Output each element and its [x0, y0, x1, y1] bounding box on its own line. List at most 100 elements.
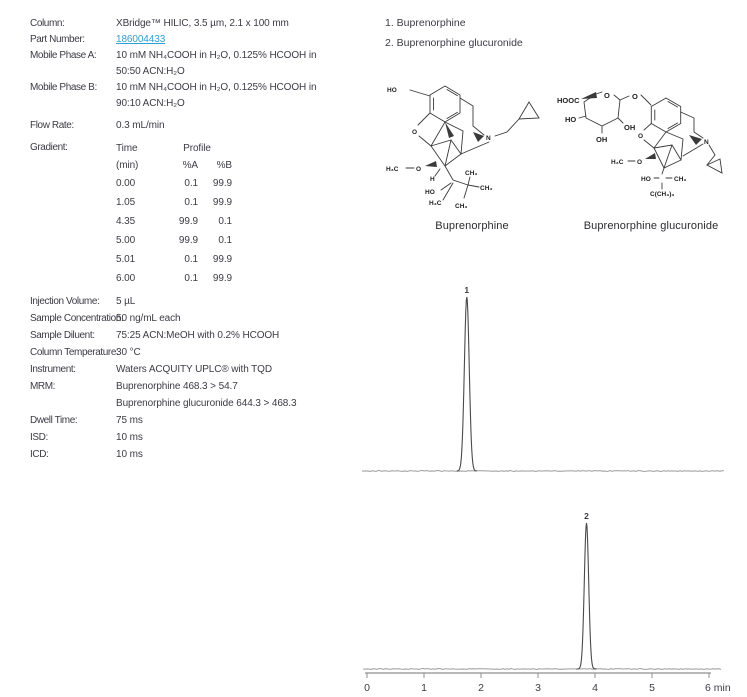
method-row-value: 0.3 mL/min: [116, 120, 165, 131]
structure-buprenorphine-glucuronide: HOOC O HO OH OH O O H₃C O N HO CH₃ C(CH₃…: [557, 91, 723, 198]
method-row-value: 10 mM NH₄COOH in H₂O, 0.125% HCOOH in: [116, 50, 317, 61]
method-row-label: Dwell Time:: [30, 415, 78, 426]
method-row-value: 50 ng/mL each: [116, 313, 181, 324]
atom-label: CH₃: [465, 170, 477, 177]
atom-label: OH: [624, 123, 635, 132]
baseline-trace: [361, 470, 725, 472]
method-row: Injection Volume: 5 µL: [30, 293, 376, 310]
x-tick-label: 1: [421, 682, 427, 694]
gradient-table-row: 6.00 0.1 99.9: [116, 269, 376, 288]
method-row-label: Part Number:: [30, 34, 85, 45]
part-number-link[interactable]: 186004433: [116, 34, 166, 45]
gradient-label: Gradient:: [30, 142, 68, 153]
gradient-table-row: 4.35 99.9 0.1: [116, 212, 376, 231]
atom-label: H₃C: [386, 166, 399, 173]
atom-label: O: [632, 92, 638, 101]
method-row: 90:10 ACN:H₂O: [30, 96, 376, 112]
peak-number-label: 2: [584, 511, 589, 521]
method-row: MRM: Buprenorphine 468.3 > 54.7: [30, 378, 376, 395]
method-rows-top: Column: XBridge™ HILIC, 3.5 µm, 2.1 x 10…: [30, 16, 376, 134]
method-row: Sample Diluent: 75:25 ACN:MeOH with 0.2%…: [30, 327, 376, 344]
method-row-label: ISD:: [30, 432, 48, 443]
method-row-label: ICD:: [30, 449, 49, 460]
atom-label: H: [430, 176, 435, 183]
x-tick-label: 4: [592, 682, 598, 694]
atom-label: HO: [387, 87, 397, 94]
method-row: ISD: 10 ms: [30, 429, 376, 446]
method-row-label: Mobile Phase B:: [30, 82, 97, 93]
gradient-table-row: 1.05 0.1 99.9: [116, 193, 376, 212]
method-row-label: [30, 96, 116, 112]
method-row: Buprenorphine glucuronide 644.3 > 468.3: [30, 395, 376, 412]
atom-label: HO: [425, 189, 435, 196]
method-row-value: 5 µL: [116, 296, 136, 307]
gradient-table-row: 5.01 0.1 99.9: [116, 250, 376, 269]
method-row-label: Flow Rate:: [30, 120, 74, 131]
gradient-subheader-row: (min) %A %B: [116, 157, 376, 174]
method-row: Column: XBridge™ HILIC, 3.5 µm, 2.1 x 10…: [30, 16, 376, 32]
gradient-cell: 0.1: [218, 216, 232, 227]
atom-label: C(CH₃)₃: [650, 191, 674, 198]
method-row: Instrument: Waters ACQUITY UPLC® with TQ…: [30, 361, 376, 378]
atom-label: HO: [641, 176, 651, 183]
chromatogram-buprenorphine-glucuronide: 2 0 1 2 3 4 5 6 min: [362, 511, 731, 694]
method-row-label: Column:: [30, 18, 65, 29]
method-row-label: MRM:: [30, 381, 56, 392]
gradient-cell: 0.1: [184, 254, 198, 265]
atom-label: HO: [565, 115, 576, 124]
atom-label: CH₃: [674, 176, 686, 183]
gradient-cell: 99.9: [212, 197, 232, 208]
structure-caption-buprenorphine: Buprenorphine: [435, 220, 509, 232]
method-row-label: [30, 395, 116, 412]
atom-label: O: [637, 159, 642, 166]
method-row-label: Sample Concentration:: [30, 313, 124, 324]
method-row-value: 10 ms: [116, 449, 143, 460]
x-tick-label: 6 min: [705, 682, 731, 694]
method-row-value: 10 mM NH₄COOH in H₂O, 0.125% HCOOH in: [116, 82, 317, 93]
peak-trace: [456, 296, 477, 472]
x-tick-label: 2: [478, 682, 484, 694]
gradient-cell: 4.35: [116, 216, 136, 227]
atom-label: O: [412, 129, 417, 136]
gradient-section: Gradient: Time Profile (min) %A %B 0.00 0…: [30, 140, 376, 288]
gradient-cell: 5.01: [116, 254, 136, 265]
method-row-label: Sample Diluent:: [30, 330, 95, 341]
x-tick-label: 0: [364, 682, 370, 694]
method-row: Flow Rate: 0.3 mL/min: [30, 118, 376, 134]
atom-label: OH: [596, 135, 607, 144]
method-row-label: [30, 64, 116, 80]
structure-buprenorphine: HO O H₃C O N H HO H₃C CH₃ CH₃ CH₃: [386, 85, 540, 210]
method-row-value: 75:25 ACN:MeOH with 0.2% HCOOH: [116, 330, 280, 341]
atom-label: N: [704, 139, 709, 146]
method-row-value: 75 ms: [116, 415, 143, 426]
gradient-table-row: 5.00 99.9 0.1: [116, 231, 376, 250]
gradient-cell: 99.9: [212, 273, 232, 284]
method-row: Sample Concentration: 50 ng/mL each: [30, 310, 376, 327]
gradient-min-subheader: (min): [116, 160, 139, 171]
gradient-cell: 1.05: [116, 197, 136, 208]
atom-label: HOOC: [557, 96, 580, 105]
gradient-table: Time Profile (min) %A %B 0.00 0.1 99.9 1.05…: [116, 140, 376, 288]
method-row-value: 50:50 ACN:H₂O: [116, 66, 185, 77]
method-parameters-table: Column: XBridge™ HILIC, 3.5 µm, 2.1 x 10…: [30, 16, 376, 463]
gradient-cell: 5.00: [116, 235, 136, 246]
method-rows-bottom: Injection Volume: 5 µL Sample Concentrat…: [30, 293, 376, 463]
atom-label: O: [604, 91, 610, 100]
method-row-label: Injection Volume:: [30, 296, 100, 307]
method-row: Mobile Phase A: 10 mM NH₄COOH in H₂O, 0.…: [30, 48, 376, 64]
method-row: Part Number: 186004433: [30, 32, 376, 48]
gradient-cell: 0.1: [184, 197, 198, 208]
method-row-label: Column Temperature:: [30, 347, 119, 358]
gradient-cell: 99.9: [212, 178, 232, 189]
atom-label: CH₃: [455, 203, 467, 210]
gradient-cell: 0.00: [116, 178, 136, 189]
gradient-pct-b-subheader: %B: [216, 160, 232, 171]
method-row: Mobile Phase B: 10 mM NH₄COOH in H₂O, 0.…: [30, 80, 376, 96]
structure-caption-buprenorphine-glucuronide: Buprenorphine glucuronide: [583, 220, 719, 232]
method-row-value: XBridge™ HILIC, 3.5 µm, 2.1 x 100 mm: [116, 18, 289, 29]
method-row-label: Mobile Phase A:: [30, 50, 97, 61]
peak-trace: [576, 522, 597, 670]
atom-label: N: [486, 135, 491, 142]
atom-label: O: [416, 166, 421, 173]
gradient-cell: 99.9: [178, 235, 198, 246]
